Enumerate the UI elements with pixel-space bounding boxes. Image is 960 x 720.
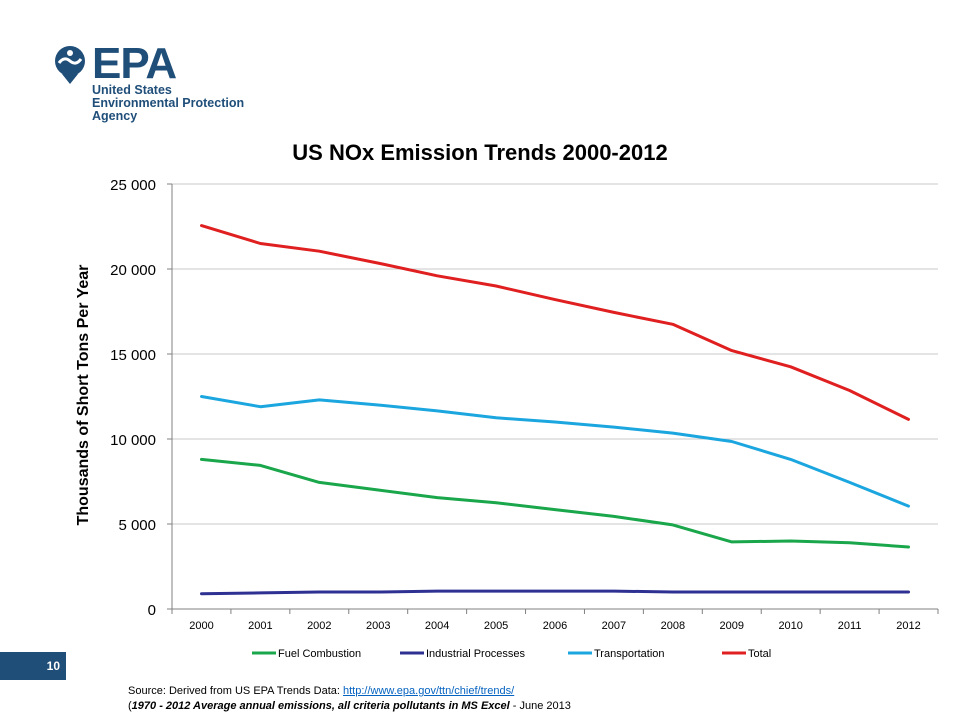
x-tick-label: 2000 <box>189 620 213 632</box>
source-dataset: 1970 - 2012 Average annual emissions, al… <box>131 700 510 712</box>
y-tick-label: 0 <box>148 602 156 619</box>
y-tick-label: 5 000 <box>118 517 156 534</box>
y-tick-label: 10 000 <box>110 432 156 449</box>
x-tick-label: 2006 <box>543 620 567 632</box>
source-line2-open: ( <box>128 700 132 712</box>
legend: Fuel Combustion Industrial Processes Trans… <box>252 648 771 660</box>
x-tick-label: 2004 <box>425 620 449 632</box>
logo-line-3: Agency <box>92 109 138 123</box>
x-tick-label: 2002 <box>307 620 331 632</box>
x-tick-label: 2009 <box>720 620 744 632</box>
source-link[interactable]: http://www.epa.gov/ttn/chief/trends/ <box>343 685 515 697</box>
y-tick-label: 20 000 <box>110 262 156 279</box>
series-line-fuel-combustion <box>200 457 910 549</box>
epa-logo: EPA United States Environmental Protecti… <box>52 39 252 123</box>
grid-lines <box>172 183 938 525</box>
series-line-transportation <box>200 395 910 508</box>
source-prefix: Source: Derived from US EPA Trends Data: <box>128 685 343 697</box>
y-tick-label: 15 000 <box>110 347 156 364</box>
logo-line-2: Environmental Protection <box>92 96 245 110</box>
series-line-industrial-processes <box>200 589 910 596</box>
x-tick-label: 2003 <box>366 620 390 632</box>
chart-title: US NOx Emission Trends 2000-2012 <box>292 140 668 165</box>
source-date: - June 2013 <box>509 700 571 712</box>
epa-emblem-icon <box>55 46 85 84</box>
series-lines <box>200 224 910 596</box>
y-tick-labels: 0 5 000 10 000 15 000 20 000 25 000 <box>110 177 156 619</box>
legend-label: Industrial Processes <box>426 648 526 660</box>
x-tick-label: 2007 <box>602 620 626 632</box>
logo-wordmark: EPA <box>92 39 177 88</box>
x-tick-label: 2010 <box>778 620 802 632</box>
source-note: Source: Derived from US EPA Trends Data:… <box>128 684 571 714</box>
y-tick-label: 25 000 <box>110 177 156 194</box>
x-tick-label: 2001 <box>248 620 272 632</box>
legend-label: Total <box>748 648 771 660</box>
logo-line-1: United States <box>92 83 172 97</box>
x-tick-label: 2012 <box>896 620 920 632</box>
x-tick-label: 2005 <box>484 620 508 632</box>
logo-subtitle: United States Environmental Protection A… <box>92 84 244 123</box>
axes <box>167 183 939 614</box>
page-number: 10 <box>0 652 66 680</box>
x-tick-label: 2008 <box>661 620 685 632</box>
series-line-total <box>200 224 910 421</box>
legend-label: Fuel Combustion <box>278 648 361 660</box>
x-tick-labels: 2000 2001 2002 2003 2004 2005 2006 2007 2008 2009… <box>189 620 921 632</box>
x-tick-label: 2011 <box>838 620 862 632</box>
legend-label: Transportation <box>594 648 665 660</box>
